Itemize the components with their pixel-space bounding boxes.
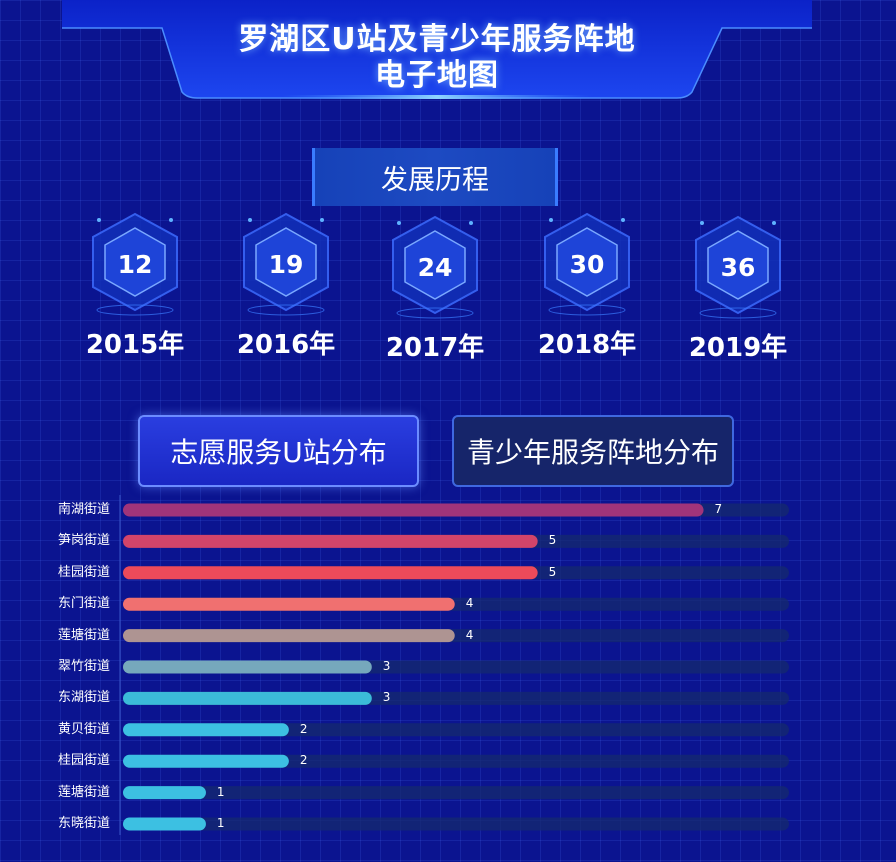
hexagon-badge bbox=[92, 212, 178, 316]
bar[interactable] bbox=[123, 503, 704, 517]
hexagon-badge bbox=[544, 212, 630, 316]
timeline-year: 2019年 bbox=[688, 333, 788, 363]
category-label: 南湖街道 bbox=[57, 502, 110, 517]
bar[interactable] bbox=[123, 629, 455, 643]
timeline-value: 12 bbox=[117, 250, 153, 279]
bar[interactable] bbox=[123, 597, 455, 611]
timeline-value: 19 bbox=[268, 250, 304, 279]
timeline-year: 2015年 bbox=[85, 330, 185, 360]
bar-track bbox=[123, 723, 789, 737]
value-label: 1 bbox=[216, 816, 225, 830]
bar-track bbox=[123, 786, 789, 800]
bar-track bbox=[123, 817, 789, 831]
category-label: 东晓街道 bbox=[57, 816, 110, 831]
bar[interactable] bbox=[123, 660, 372, 674]
bar[interactable] bbox=[123, 786, 206, 800]
category-label: 东门街道 bbox=[57, 596, 110, 612]
value-label: 2 bbox=[299, 753, 308, 768]
category-label: 东湖街道 bbox=[57, 690, 110, 706]
value-label: 1 bbox=[216, 784, 225, 799]
timeline-year: 2018年 bbox=[537, 330, 637, 360]
value-label: 5 bbox=[548, 533, 557, 548]
tab-youth-service-bases[interactable]: 青少年服务阵地分布 bbox=[452, 415, 734, 487]
value-label: 2 bbox=[299, 721, 308, 736]
hexagon-badge bbox=[243, 212, 329, 316]
timeline-item: 30 2018年 bbox=[537, 210, 647, 360]
header-banner: 罗湖区U站及青少年服务阵地 电子地图 bbox=[62, 0, 812, 100]
timeline-year: 2017年 bbox=[385, 333, 485, 363]
value-label: 3 bbox=[382, 659, 391, 673]
hexagon-badge bbox=[392, 215, 478, 319]
category-label: 翠竹街道 bbox=[57, 659, 110, 674]
timeline-value: 30 bbox=[569, 250, 605, 279]
timeline-year: 2016年 bbox=[236, 330, 336, 360]
timeline-item: 19 2016年 bbox=[236, 210, 346, 360]
value-label: 5 bbox=[548, 564, 557, 579]
bar-chart-svg bbox=[119, 495, 789, 835]
bar[interactable] bbox=[123, 566, 538, 580]
category-label: 桂园街道 bbox=[57, 564, 110, 580]
bar[interactable] bbox=[123, 691, 372, 705]
timeline-item: 12 2015年 bbox=[85, 210, 195, 360]
bar[interactable] bbox=[123, 817, 206, 831]
value-label: 4 bbox=[465, 596, 474, 611]
value-label: 7 bbox=[714, 502, 723, 516]
hexagon-badge bbox=[695, 215, 781, 319]
timeline-value: 36 bbox=[720, 253, 756, 282]
tab-volunteer-stations[interactable]: 志愿服务U站分布 bbox=[138, 415, 419, 487]
bar-track bbox=[123, 754, 789, 768]
category-label: 莲塘街道 bbox=[57, 627, 110, 643]
category-label: 桂园街道 bbox=[57, 753, 110, 769]
page-title: 罗湖区U站及青少年服务阵地 bbox=[238, 22, 636, 57]
timeline-value: 24 bbox=[417, 253, 453, 282]
header-shape bbox=[62, 0, 812, 99]
page-subtitle: 电子地图 bbox=[375, 58, 499, 93]
category-label: 笋岗街道 bbox=[57, 533, 110, 549]
bar[interactable] bbox=[123, 723, 289, 737]
timeline-item: 24 2017年 bbox=[385, 213, 495, 363]
bar[interactable] bbox=[123, 754, 289, 768]
value-label: 4 bbox=[465, 627, 474, 642]
bar[interactable] bbox=[123, 534, 538, 548]
value-label: 3 bbox=[382, 690, 391, 705]
category-label: 莲塘街道 bbox=[57, 784, 110, 800]
bar-chart: 南湖街道 7 笋岗街道 5 桂园街道 5 东门街道 4 莲塘街道 4 翠竹街道 3 东湖街道 3 黄贝街道 2… bbox=[0, 490, 896, 840]
category-label: 黄贝街道 bbox=[57, 721, 110, 737]
section-title: 发展历程 bbox=[312, 148, 558, 206]
timeline-item: 36 2019年 bbox=[688, 213, 798, 363]
